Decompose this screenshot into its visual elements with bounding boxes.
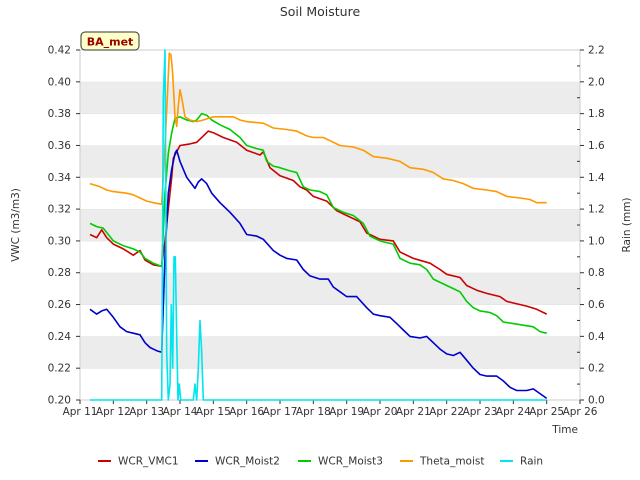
series-lines [89,49,548,401]
grid-band [80,368,580,400]
y-right-axis-label: Rain (mm) [621,197,633,252]
grid-band [80,209,580,241]
y-left-tick-label: 0.24 [48,331,72,343]
y-left-tick-label: 0.38 [48,108,71,120]
x-tick-label: Apr 23 [463,406,498,418]
legend-label: Rain [520,456,543,468]
y-right-tick-label: 1.0 [588,235,605,247]
x-tick-label: Apr 24 [496,406,531,418]
y-right-axis-ticks: 0.0 0.2 0.4 0.6 0.8 1.0 1.2 1.4 1.6 1.8 2.0 2.2 [577,45,605,407]
y-left-tick-label: 0.40 [48,76,71,88]
y-right-tick-label: 0.8 [588,267,605,279]
y-left-tick-label: 0.32 [48,204,71,216]
site-label-badge: BA_met [80,31,140,51]
grid-band [80,81,580,114]
x-tick-label: Apr 26 [563,406,598,418]
x-tick-label: Apr 17 [263,406,298,418]
grid-bands [80,49,580,400]
grid-band [80,304,580,337]
y-right-tick-label: 1.4 [588,172,605,184]
y-left-axis-label: VWC (m3/m3) [10,188,22,262]
y-left-tick-label: 0.26 [48,299,72,311]
y-right-tick-label: 0.6 [588,299,605,311]
y-left-tick-label: 0.36 [48,140,72,152]
legend: WCR_VMC1 WCR_Moist2 WCR_Moist3 Theta_moist R… [98,456,543,468]
y-left-tick-label: 0.34 [48,172,72,184]
series-line-wcr-moist2 [89,149,548,400]
y-right-tick-label: 1.8 [588,108,605,120]
x-tick-label: Apr 19 [329,406,364,418]
x-tick-label: Apr 22 [429,406,464,418]
y-left-tick-label: 0.28 [48,267,71,279]
y-right-tick-label: 1.2 [588,204,605,216]
legend-label: WCR_Moist2 [215,456,280,468]
x-tick-label: Apr 14 [163,406,198,418]
x-tick-label: Apr 18 [296,406,331,418]
grid-band [80,50,580,82]
chart-title: Soil Moisture [280,4,361,19]
site-label-text: BA_met [87,36,134,49]
x-tick-label: Apr 20 [363,406,398,418]
legend-label: WCR_Moist3 [318,456,383,468]
grid-band [80,240,580,273]
y-left-tick-label: 0.22 [48,363,71,375]
y-right-tick-label: 1.6 [588,140,605,152]
y-left-tick-label: 0.20 [48,395,71,407]
legend-label: WCR_VMC1 [118,456,179,468]
y-right-tick-label: 0.2 [588,363,605,375]
y-left-axis-ticks: 0.20 0.22 0.24 0.26 0.28 0.30 0.32 0.34 0.36 0.38… [48,45,80,407]
y-left-tick-label: 0.30 [48,235,71,247]
x-tick-label: Apr 15 [196,406,231,418]
x-tick-label: Apr 16 [229,406,264,418]
x-tick-label: Apr 11 [63,406,98,418]
x-tick-label: Apr 13 [129,406,164,418]
y-left-tick-label: 0.42 [48,45,71,57]
legend-label: Theta_moist [419,456,485,468]
grid-band [80,336,580,369]
y-right-tick-label: 0.0 [588,395,605,407]
series-line-rain [90,49,547,401]
y-right-tick-label: 2.2 [588,45,605,57]
series-line-wcr-vmc1 [89,130,548,315]
y-right-tick-label: 2.0 [588,76,605,88]
x-tick-label: Apr 21 [396,406,431,418]
x-tick-label: Apr 25 [529,406,564,418]
y-right-tick-label: 0.4 [588,331,605,343]
site-label-box [80,31,140,51]
grid-band [80,145,580,178]
x-axis-label: Time [551,424,578,436]
x-tick-label: Apr 12 [96,406,131,418]
